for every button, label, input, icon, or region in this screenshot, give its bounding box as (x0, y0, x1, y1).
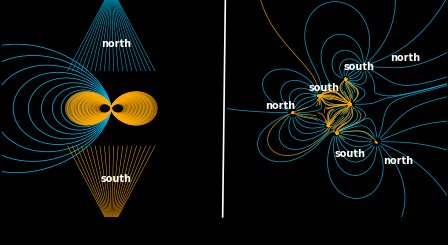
Text: south: south (308, 83, 339, 93)
Text: between reversals: between reversals (53, 224, 169, 238)
Text: during a reversal: during a reversal (284, 224, 390, 238)
Text: north: north (390, 53, 420, 63)
Text: north: north (101, 39, 131, 49)
Text: south: south (100, 174, 131, 184)
Text: south: south (335, 149, 366, 159)
Text: north: north (383, 156, 414, 166)
Text: south: south (343, 62, 375, 72)
Text: north: north (265, 101, 295, 111)
